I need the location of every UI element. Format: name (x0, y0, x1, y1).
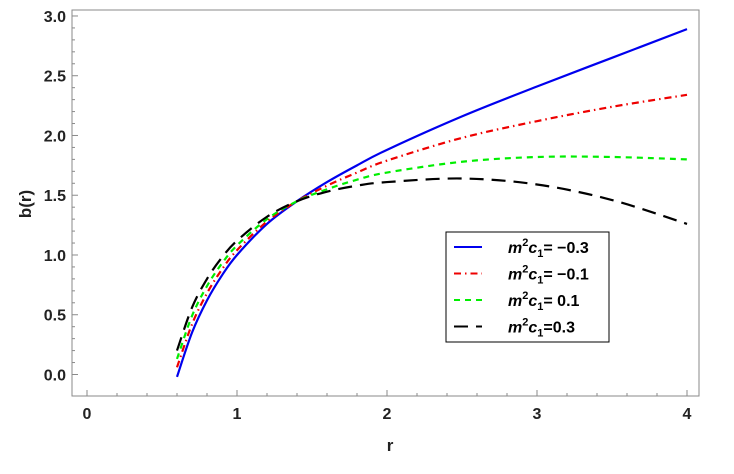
legend-box (445, 231, 610, 343)
legend-label-4: m2c1=0.3 (508, 317, 575, 340)
legend: m2c1= −0.3 m2c1= −0.1 m2c1= 0.1 m2c1=0.3 (445, 231, 610, 343)
y-tick-label: 0.0 (44, 367, 66, 384)
y-tick-label: 2.5 (44, 69, 66, 86)
series-line-3 (175, 155, 688, 360)
x-tick-label: 2 (383, 406, 392, 423)
x-tick-label: 4 (683, 406, 692, 423)
x-tick-label: 0 (83, 406, 92, 423)
x-axis-title: r (387, 436, 394, 455)
series-layer (175, 28, 688, 378)
legend-label-3: m2c1= 0.1 (508, 290, 580, 313)
axis-ticks (72, 15, 688, 396)
legend-label-2: m2c1= −0.1 (508, 264, 589, 287)
y-tick-label: 1.5 (44, 188, 66, 205)
legend-label-1: m2c1= −0.3 (508, 237, 589, 260)
y-tick-label: 3.0 (44, 9, 66, 26)
x-tick-label: 3 (533, 406, 542, 423)
series-line-1 (175, 28, 688, 378)
x-tick-label: 1 (233, 406, 242, 423)
y-tick-label: 2.0 (44, 128, 66, 145)
series-line-4 (175, 177, 688, 351)
y-tick-label: 0.5 (44, 308, 66, 325)
series-line-2 (175, 93, 688, 368)
plot-frame (71, 9, 700, 397)
y-axis-title: b(r) (16, 190, 35, 218)
y-tick-label: 1.0 (44, 248, 66, 265)
tick-labels: 0 1 2 3 4 0.0 0.5 1.0 1.5 2.0 2.5 3.0 (44, 9, 692, 423)
